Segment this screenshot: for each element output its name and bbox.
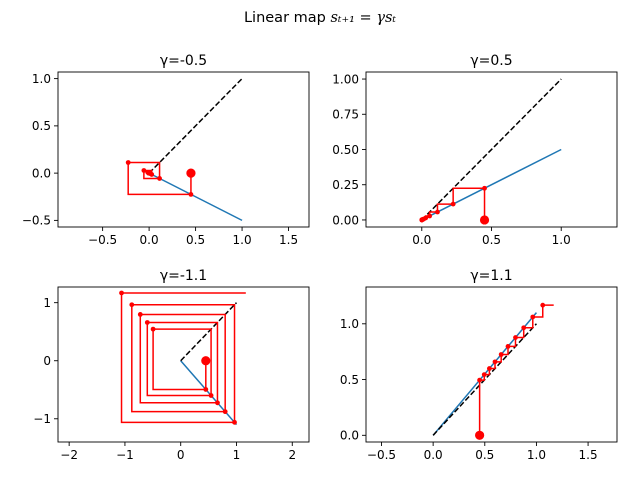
y-tick-label: 0.5 [32,119,51,133]
x-tick-label: 0.0 [412,233,431,247]
iterate-point [492,359,498,365]
x-tick-label: −0.5 [367,448,396,462]
iterate-point [477,377,483,383]
iterate-point [232,419,237,425]
x-tick-label: 0.5 [186,233,205,247]
iterate-point [521,325,527,331]
map-line [180,360,238,426]
map-line [148,172,243,222]
start-point [201,356,211,366]
y-tick-label: 0 [43,354,51,368]
x-tick-label: 2 [288,448,296,462]
x-tick-label: 1.0 [552,233,571,247]
subplot-title: γ=1.1 [470,268,512,284]
axes-frame [57,286,310,443]
x-tick-label: 0.5 [482,233,501,247]
map-line [421,148,562,221]
iterate-point [129,302,135,308]
x-tick-label: −2 [60,448,78,462]
iterate-point [486,366,492,371]
y-tick-label: −0.5 [22,214,51,228]
subplot-4: −0.5 0.0 0.5 1.0 1.5 0.0 0.5 1.0 γ=1.1 [340,268,618,462]
iterate-point [146,170,152,176]
y-tick-label: 1.0 [340,317,359,331]
start-point [475,430,485,440]
y-tick-label: 0.00 [332,213,359,227]
iterate-point [505,344,511,349]
iterate-point [141,168,147,173]
plot-area [119,290,246,426]
x-tick-label: 1.5 [279,233,298,247]
identity-line [148,78,243,174]
subplot-title: γ=-1.1 [160,268,207,284]
axes-frame [365,286,618,443]
y-tick-label: 0.5 [340,373,359,387]
x-tick-label: 0 [177,448,185,462]
x-tick-label: −1 [116,448,134,462]
x-tick-label: 1.5 [579,448,598,462]
iterate-point [498,352,504,357]
x-tick-label: −0.5 [88,233,117,247]
iterate-point [427,213,433,219]
iterate-point [208,393,214,398]
y-tick-label: 0.50 [332,143,359,157]
x-tick-label: 1.0 [527,448,546,462]
plot-area [419,78,562,225]
iterate-point [530,314,536,320]
y-tick-label: 0.75 [332,108,359,122]
figure-title-formula: sₜ₊₁ = γsₜ [330,10,397,26]
plot-area [432,302,554,440]
start-point [479,215,490,225]
identity-line [180,302,238,362]
x-tick-label: 1.0 [233,233,252,247]
subplot-title: γ=0.5 [470,53,512,69]
iterate-point [157,176,162,181]
iterate-point [450,201,456,207]
x-tick-label: 1 [233,448,241,462]
x-tick-label: 0.0 [424,448,443,462]
iterate-point [513,335,518,340]
subplot-2: 0.0 0.5 1.0 0.00 0.25 0.50 0.75 1.00 γ=0.5 [332,53,618,247]
iterate-point [215,400,220,406]
cobweb-path [120,292,246,424]
iterate-point [119,290,124,296]
figure-title-text: Linear map [243,10,331,26]
iterate-point [125,160,131,165]
iterate-point [482,185,487,191]
identity-line [421,78,562,221]
iterate-point [150,326,156,332]
axes-frame [57,71,310,228]
subplot-3: −2 −1 0 1 2 −1 0 1 γ=-1.1 [33,268,310,462]
start-point [186,168,196,178]
iterate-point [137,312,143,317]
subplot-1: −0.5 0.0 0.5 1.0 1.5 −0.5 0.0 0.5 1.0 γ=-0.5 [22,53,310,247]
figure-title: Linear map sₜ₊₁ = γsₜ [0,10,640,26]
y-tick-label: 1.00 [332,72,359,86]
iterate-point [540,302,546,308]
y-tick-label: 0.0 [32,166,51,180]
y-tick-label: −1 [33,412,51,426]
y-tick-label: 1 [43,296,51,310]
iterate-point [435,209,440,215]
iterate-point [144,320,150,325]
iterate-point [203,387,209,392]
y-tick-label: 1.0 [32,72,51,86]
plot-area [125,78,243,222]
iterate-point [222,409,228,415]
x-tick-label: 0.0 [140,233,159,247]
y-tick-label: 0.0 [340,429,359,443]
iterate-point [419,217,425,223]
subplot-title: γ=-0.5 [160,53,207,69]
iterate-point [481,372,487,377]
y-tick-label: 0.25 [332,178,359,192]
iterate-point [188,191,194,197]
x-tick-label: 0.5 [475,448,494,462]
